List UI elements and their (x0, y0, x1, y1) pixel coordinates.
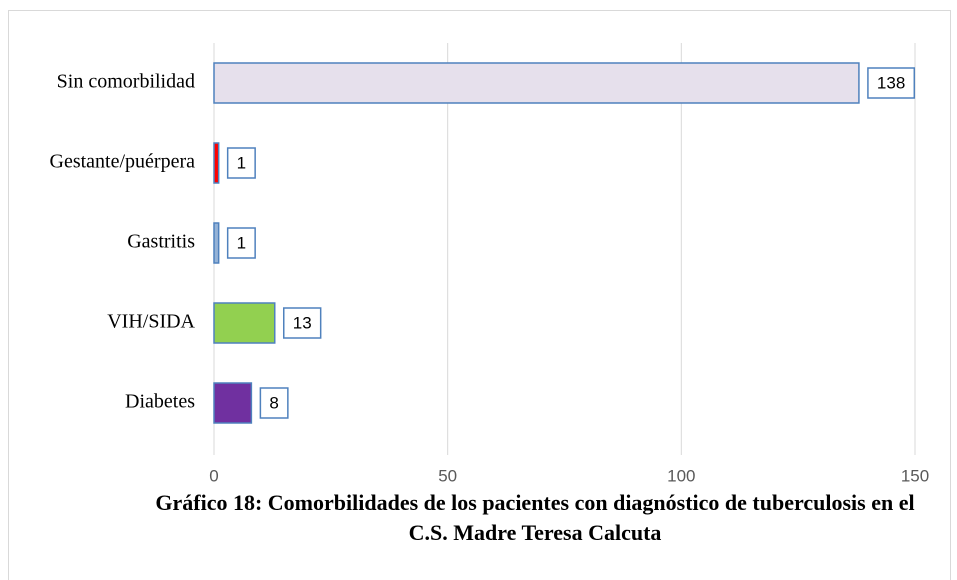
data-label-box (867, 67, 916, 99)
bar (213, 302, 276, 344)
data-label: 8 (269, 393, 278, 412)
chart-frame (8, 10, 951, 580)
y-tick-label: Diabetes (125, 391, 195, 413)
data-label-box (226, 227, 256, 259)
data-label: 1 (237, 153, 246, 172)
y-tick-label: Gestante/puérpera (50, 151, 196, 173)
x-tick-label: 0 (209, 466, 218, 485)
data-label-box (283, 307, 322, 339)
bar (213, 62, 860, 104)
bar (213, 222, 220, 264)
data-label-box (259, 387, 289, 419)
x-tick-label: 150 (901, 466, 929, 485)
data-label: 13 (293, 313, 312, 332)
bar (213, 142, 220, 184)
data-label: 138 (877, 73, 905, 92)
chart-title: Gráfico 18: Comorbilidades de los pacien… (155, 490, 915, 545)
y-tick-label: Sin comorbilidad (57, 71, 195, 93)
data-label: 1 (237, 233, 246, 252)
y-tick-label: Gastritis (127, 231, 195, 253)
bar (213, 382, 253, 424)
data-label-box (226, 147, 256, 179)
y-tick-label: VIH/SIDA (107, 311, 195, 333)
x-tick-label: 100 (667, 466, 695, 485)
x-tick-label: 50 (438, 466, 457, 485)
